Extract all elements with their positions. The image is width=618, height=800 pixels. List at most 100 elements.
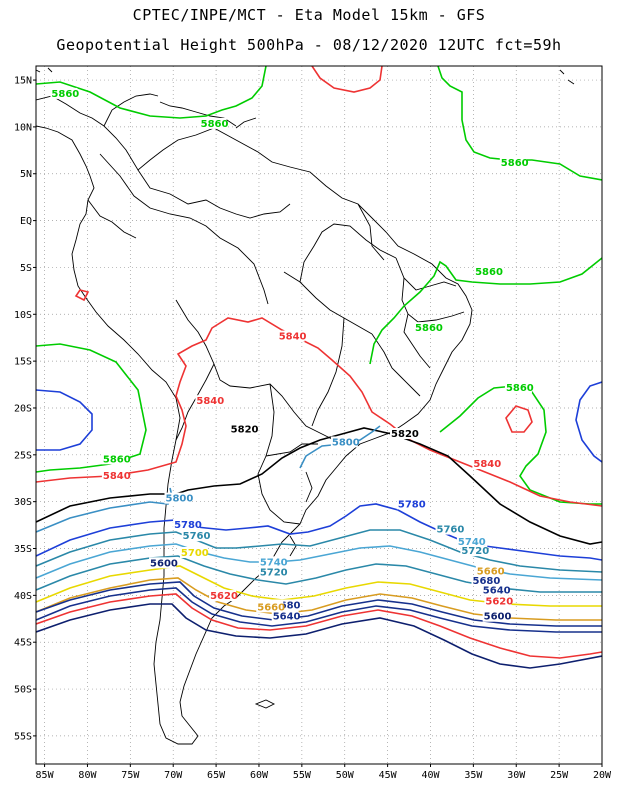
- lat-tick-label: 5S: [20, 263, 32, 274]
- lon-tick-label: 30W: [507, 770, 526, 781]
- contour-label-background: [396, 498, 424, 510]
- contour-label: 5740: [458, 537, 486, 548]
- contour-label: 5820: [231, 424, 259, 435]
- contour-label: 5640: [273, 612, 301, 623]
- contour-label-background: [435, 523, 463, 535]
- contour-label: 5720: [461, 546, 489, 557]
- contour-label-background: [482, 610, 510, 622]
- map-title-line-2: Geopotential Height 500hPa - 08/12/2020 …: [56, 36, 562, 54]
- contour-label: 5860: [475, 267, 503, 278]
- contour-label: 5680: [473, 576, 501, 587]
- lon-tick-label: 20W: [593, 770, 612, 781]
- contour-label-background: [499, 157, 527, 169]
- lat-tick-label: 40S: [14, 591, 32, 602]
- contour-label-background: [330, 436, 358, 448]
- contour-label-background: [173, 518, 201, 530]
- contour-label-background: [475, 565, 503, 577]
- contour-label-background: [229, 423, 257, 435]
- contour-label: 5660: [477, 567, 505, 578]
- lat-tick-label: 15S: [14, 357, 32, 368]
- contour-label-background: [199, 117, 227, 129]
- contour-label: 5740: [260, 557, 288, 568]
- contour-label: 5860: [51, 89, 79, 100]
- contour-label: 5840: [473, 459, 501, 470]
- contour-label-background: [271, 599, 299, 611]
- contour-label: 5660: [257, 602, 285, 613]
- contour-label-background: [471, 575, 499, 587]
- contour-label: 5760: [436, 525, 464, 536]
- lat-tick-label: EQ: [20, 216, 32, 227]
- lon-tick-label: 40W: [421, 770, 440, 781]
- contour-label: 5840: [279, 332, 307, 343]
- contour-label-background: [256, 601, 284, 613]
- contour-label: 5800: [165, 494, 193, 505]
- contour-label: 5860: [103, 454, 131, 465]
- geopotential-contours: [36, 66, 602, 669]
- coastline-and-borders: [36, 67, 575, 745]
- contour-label: 5780: [174, 520, 202, 531]
- contour-labels: 5860 5860 5860 5860 5860 5860 5860 5840 5840 5840…: [50, 87, 534, 623]
- lon-tick-label: 65W: [207, 770, 226, 781]
- lon-tick-label: 75W: [121, 770, 140, 781]
- contour-label-background: [504, 382, 532, 394]
- contour-label: 5720: [260, 568, 288, 579]
- lon-tick-label: 50W: [336, 770, 355, 781]
- contour-label: 5600: [484, 612, 512, 623]
- lat-tick-label: 55S: [14, 731, 32, 742]
- contour-label: 5760: [183, 531, 211, 542]
- contour-label-background: [414, 322, 442, 334]
- contour-label: 5860: [415, 323, 443, 334]
- contour-label-background: [164, 492, 192, 504]
- lat-tick-label: 20S: [14, 403, 32, 414]
- contour-label-background: [101, 470, 129, 482]
- contour-label: 5600: [150, 558, 178, 569]
- contour-label: 5840: [103, 471, 131, 482]
- lon-tick-label: 60W: [250, 770, 269, 781]
- contour-label-background: [50, 87, 78, 99]
- contour-label-background: [277, 330, 305, 342]
- plot-frame: [35, 65, 603, 765]
- contour-label-background: [472, 457, 500, 469]
- contour-label-background: [149, 557, 177, 569]
- contour-label-background: [101, 453, 129, 465]
- lon-tick-label: 55W: [293, 770, 312, 781]
- map-title-line-1: CPTEC/INPE/MCT - Eta Model 15km - GFS: [132, 6, 486, 24]
- contour-label-background: [209, 590, 237, 602]
- contour-label: 5680: [273, 600, 301, 611]
- lon-tick-label: 45W: [379, 770, 398, 781]
- contour-label-background: [460, 545, 488, 557]
- gridlines: [36, 66, 603, 764]
- contour-label-background: [258, 566, 286, 578]
- lat-tick-label: 10N: [14, 122, 32, 133]
- lat-tick-label: 15N: [14, 76, 32, 87]
- contour-label: 5620: [485, 597, 513, 608]
- contour-label-background: [390, 428, 418, 440]
- contour-label-background: [181, 530, 209, 542]
- contour-label: 5860: [506, 383, 534, 394]
- contour-label: 5780: [398, 499, 426, 510]
- contour-label: 5620: [210, 591, 238, 602]
- contour-label: 5860: [501, 158, 529, 169]
- lat-tick-label: 35S: [14, 544, 32, 555]
- contour-label-background: [271, 610, 299, 622]
- contour-label: 5800: [332, 437, 360, 448]
- lon-tick-label: 70W: [164, 770, 183, 781]
- axis-tick-labels: 15N 10N 5N EQ 5S 10S 15S 20S 25S 30S 35S 40S 45S 50S 5…: [14, 76, 612, 781]
- lat-tick-label: 30S: [14, 497, 32, 508]
- lat-tick-label: 5N: [20, 169, 32, 180]
- contour-label: 5700: [181, 548, 209, 559]
- contour-label: 5640: [483, 585, 511, 596]
- lat-tick-label: 45S: [14, 638, 32, 649]
- contour-label: 5820: [391, 429, 419, 440]
- lat-tick-label: 50S: [14, 685, 32, 696]
- lon-tick-label: 85W: [36, 770, 55, 781]
- contour-label: 5860: [201, 119, 229, 130]
- lon-tick-label: 80W: [78, 770, 97, 781]
- contour-label-background: [456, 535, 484, 547]
- lon-tick-label: 35W: [464, 770, 483, 781]
- contour-label-background: [481, 584, 509, 596]
- contour-label-background: [258, 556, 286, 568]
- contour-label-background: [195, 395, 223, 407]
- contour-label: 5840: [196, 396, 224, 407]
